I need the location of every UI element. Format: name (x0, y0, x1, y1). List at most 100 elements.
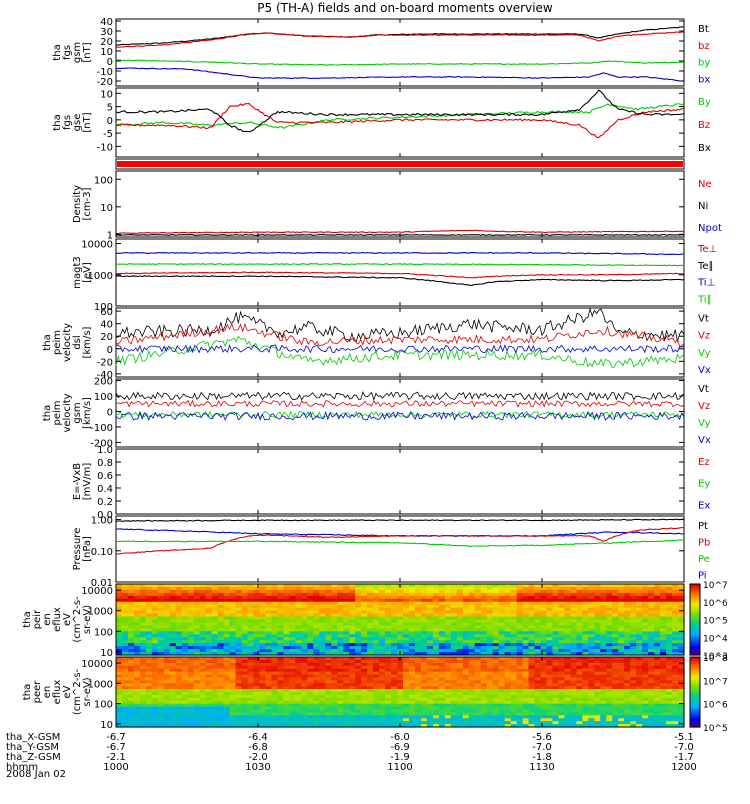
y-tick-label: 10 (100, 648, 113, 659)
y-tick-label: 40 (100, 320, 113, 331)
y-tick-label: 20 (100, 332, 113, 343)
legend-peim-velocity-gsm-Vz: Vz (698, 401, 710, 412)
legend-fgs-gsm-Bt: Bt (698, 24, 709, 35)
colorbar-tick-label: 10^7 (703, 581, 728, 591)
y-tick-label: 100 (94, 627, 113, 638)
legend-peim-velocity-dsl-Vz: Vz (698, 331, 710, 342)
y-tick-label: 10 (100, 203, 113, 214)
y-tick-label: 0.4 (97, 484, 113, 495)
colorbar-tick-label: 10^5 (703, 724, 728, 734)
y-tick-label: 5 (107, 103, 113, 114)
legend-density-Ni: Ni (698, 201, 708, 212)
y-axis-label: E=-VxB[mV/m] (72, 463, 93, 501)
legend-pressure-Pt: Pt (698, 521, 708, 532)
colorbar-tick-label: 10^4 (703, 634, 728, 644)
legend-peim-velocity-dsl-Vt: Vt (698, 313, 709, 324)
y-tick-label: 10 (100, 89, 113, 100)
y-tick-label: 1.0 (97, 445, 113, 456)
colorbar-tick-label: 10^6 (703, 599, 728, 609)
y-tick-label: -20 (97, 357, 113, 368)
y-tick-label: 10000 (81, 586, 113, 597)
legend-pressure-Pi: Pi (698, 570, 707, 581)
y-tick-label: 0 (107, 116, 113, 127)
legend-density-Ne: Ne (698, 179, 712, 190)
heatmap-cells (116, 657, 685, 728)
legend-fgs-gsm-bx: bx (698, 74, 710, 85)
panel-frame (116, 449, 684, 514)
colorbar-tick-label: 10^7 (703, 677, 728, 687)
colorbar-tick-label: 10^5 (703, 617, 728, 627)
y-tick-label: -100 (90, 423, 113, 434)
y-axis-label-line: [nT] (82, 112, 93, 132)
legend-pressure-Pb: Pb (698, 537, 710, 548)
y-tick-label: 0 (107, 345, 113, 356)
legend-efield-Ez: Ez (698, 457, 710, 468)
y-tick-label: 10000 (81, 240, 113, 251)
y-tick-label: 60 (100, 307, 113, 318)
legend-fgs-gsm-by: by (698, 58, 710, 69)
legend-peim-velocity-dsl-Vy: Vy (698, 348, 711, 359)
y-axis-label-line: [km/s] (82, 397, 93, 429)
panel-frame (116, 19, 684, 86)
legend-temperature-Te∥: Te∥ (697, 261, 714, 272)
y-tick-label: -5 (103, 129, 113, 140)
y-tick-label: 100 (94, 392, 113, 403)
heatmap-cells (116, 584, 685, 656)
y-axis-label-line: [nT] (82, 42, 93, 62)
y-tick-label: 1.00 (91, 516, 113, 527)
y-tick-label: 0.6 (97, 471, 113, 482)
legend-temperature-Te⊥: Te⊥ (697, 244, 717, 255)
panel-frame (116, 171, 684, 237)
y-tick-label: 0.2 (97, 497, 113, 508)
legend-fgs-gsm-bz: bz (698, 41, 710, 52)
legend-temperature-Ti∥: Ti∥ (697, 294, 712, 305)
panel-frame (116, 88, 684, 157)
y-axis-label-line: sr-eV) (82, 605, 93, 634)
y-axis-label: magt3[eV] (72, 256, 93, 289)
colorbar-tick-label: 10^8 (703, 654, 728, 664)
y-tick-label: 100 (94, 175, 113, 186)
y-axis-label-line: [mV/m] (82, 463, 93, 501)
panel-frame (116, 379, 684, 447)
legend-peim-velocity-dsl-Vx: Vx (698, 365, 711, 376)
y-tick-label: 0.10 (91, 547, 113, 558)
legend-peim-velocity-gsm-Vx: Vx (698, 435, 711, 446)
y-tick-label: 0 (107, 407, 113, 418)
y-tick-label: -10 (97, 142, 113, 153)
legend-pressure-Pe: Pe (698, 554, 710, 565)
y-axis-label-line: [nPa] (82, 536, 93, 562)
y-tick-label: 0.8 (97, 458, 113, 469)
y-tick-label: -20 (97, 77, 113, 88)
panel-status-bar (116, 159, 684, 169)
y-axis-label-line: [cm-3] (82, 187, 93, 220)
legend-temperature-Ti⊥: Ti⊥ (697, 278, 715, 289)
status-bar-fill (117, 161, 683, 167)
legend-efield-Ey: Ey (698, 479, 710, 490)
y-tick-label: 200 (94, 377, 113, 388)
y-axis-label-line: [eV] (82, 262, 93, 283)
colorbar-tick-label: 10^6 (703, 701, 728, 711)
legend-peim-velocity-gsm-Vt: Vt (698, 384, 709, 395)
legend-density-Npot: Npot (698, 223, 722, 234)
y-axis-label: Pressure[nPa] (72, 528, 93, 571)
legend-fgs-gse-By: By (698, 97, 711, 108)
y-axis-label-line: [km/s] (82, 326, 93, 358)
y-tick-label: 10000 (81, 659, 113, 670)
y-axis-label: Density[cm-3] (72, 185, 93, 223)
